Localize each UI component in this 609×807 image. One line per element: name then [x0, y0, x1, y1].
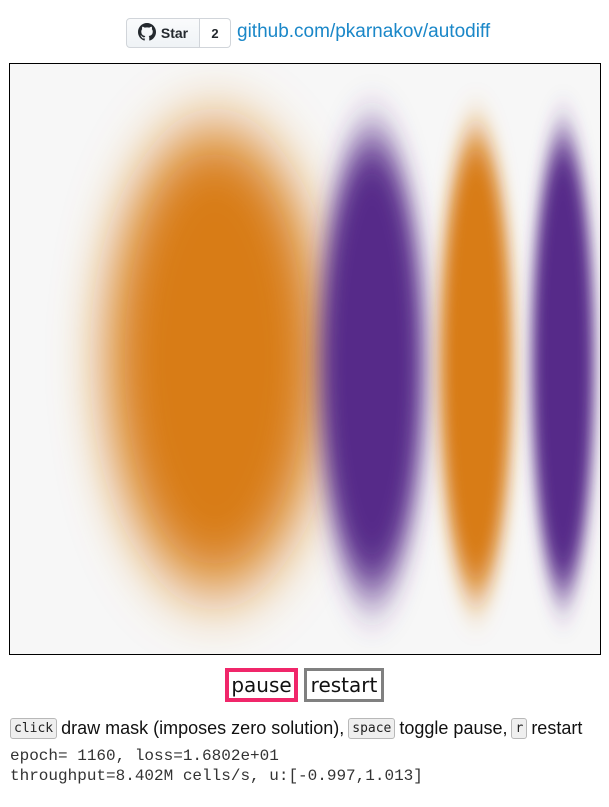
keyboard-help: click draw mask (imposes zero solution),… — [10, 718, 609, 739]
star-button[interactable]: Star — [126, 18, 200, 48]
help-click-desc: draw mask (imposes zero solution), — [61, 718, 345, 738]
kbd-r: r — [511, 718, 528, 739]
restart-button[interactable]: restart — [304, 668, 384, 702]
kbd-click: click — [10, 718, 58, 739]
kbd-space: space — [348, 718, 396, 739]
controls: pause restart — [0, 668, 609, 708]
simulation-canvas[interactable] — [9, 63, 601, 655]
github-star-widget: Star 2 — [126, 18, 231, 48]
status-output: epoch= 1160, loss=1.6802e+01 throughput=… — [10, 746, 423, 786]
help-r-desc: restart — [531, 718, 583, 738]
github-icon — [137, 22, 156, 44]
orange-blob-small — [440, 132, 512, 596]
field-visualization — [10, 64, 600, 654]
purple-blob-left — [320, 134, 424, 594]
purple-blob-right — [532, 134, 594, 594]
orange-blob-large — [107, 127, 323, 591]
pause-button[interactable]: pause — [225, 668, 298, 702]
status-line-epoch: epoch= 1160, loss=1.6802e+01 — [10, 747, 279, 765]
help-space-desc: toggle pause, — [399, 718, 508, 738]
header: Star 2 github.com/pkarnakov/autodiff — [0, 18, 609, 50]
repo-link[interactable]: github.com/pkarnakov/autodiff — [237, 21, 491, 42]
star-count[interactable]: 2 — [200, 18, 231, 48]
star-label: Star — [160, 25, 189, 41]
status-line-throughput: throughput=8.402M cells/s, u:[-0.997,1.0… — [10, 767, 423, 785]
